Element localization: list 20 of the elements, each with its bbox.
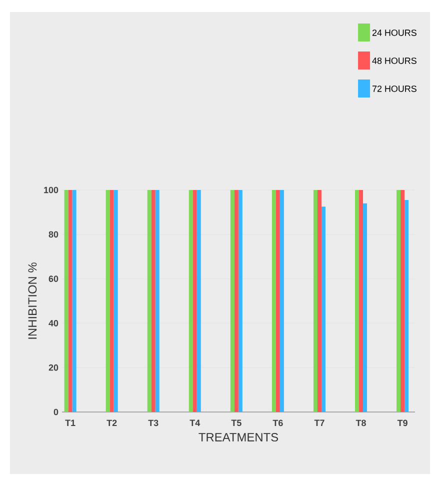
x-tick-label: T1 <box>65 420 76 426</box>
legend-label: 24 HOURS <box>372 30 416 36</box>
y-tick-label: 80 <box>48 231 58 238</box>
x-tick-label: T2 <box>106 420 117 426</box>
legend-label: 72 HOURS <box>372 86 416 92</box>
x-tick-label: T6 <box>272 420 283 426</box>
x-axis-title: TREATMENTS <box>198 432 278 442</box>
y-tick-label: 20 <box>48 364 58 371</box>
y-tick-label: 40 <box>48 320 58 326</box>
legend-label: 48 HOURS <box>372 58 416 64</box>
x-tick-label: T5 <box>231 420 242 426</box>
y-tick-label: 0 <box>54 408 58 416</box>
x-tick-label: T9 <box>397 420 408 426</box>
x-tick-label: T7 <box>314 420 324 426</box>
x-tick-label: T4 <box>190 420 200 426</box>
y-tick-label: 100 <box>44 186 58 194</box>
x-tick-label: T8 <box>356 420 366 426</box>
y-tick-label: 60 <box>48 276 58 282</box>
x-tick-label: T3 <box>148 420 158 426</box>
y-axis-title: INHIBITION % <box>28 262 37 339</box>
